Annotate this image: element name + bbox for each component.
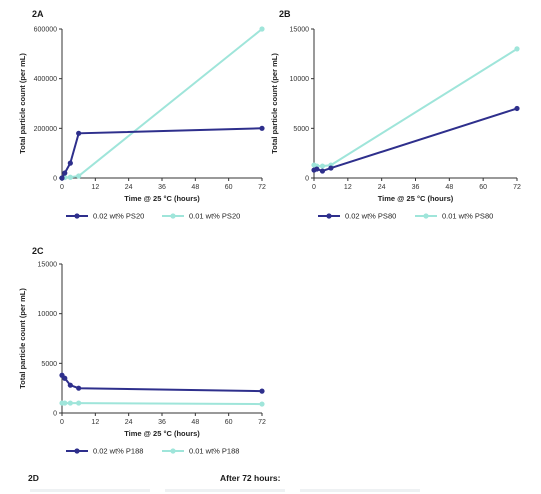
- data-point: [67, 160, 73, 166]
- data-point: [67, 174, 73, 180]
- data-point: [514, 46, 520, 52]
- x-tick-label: 0: [312, 184, 316, 191]
- data-point: [62, 375, 68, 381]
- x-tick-label: 0: [60, 419, 64, 426]
- legend-marker: [170, 213, 176, 219]
- data-point: [328, 165, 334, 171]
- panel-2d-image-stub: [30, 489, 150, 492]
- series-line: [313, 107, 518, 173]
- data-point: [259, 125, 265, 131]
- panel-label-2c: 2C: [32, 246, 44, 256]
- data-point: [67, 382, 73, 388]
- data-point: [76, 173, 82, 179]
- data-point: [59, 175, 65, 181]
- y-axis-label: Total particle count (per mL): [18, 53, 27, 154]
- x-tick-label: 12: [344, 184, 352, 191]
- series-line: [61, 28, 263, 179]
- legend-label: 0.02 wt% PS20: [93, 212, 144, 221]
- series-line: [61, 374, 263, 393]
- y-tick-label: 0: [305, 176, 309, 183]
- series-line: [62, 402, 263, 406]
- legend-label: 0.02 wt% P188: [93, 447, 143, 456]
- panel-label-2d: 2D: [28, 473, 39, 483]
- data-point: [314, 166, 320, 172]
- data-point: [259, 26, 265, 32]
- y-tick-label: 10000: [290, 76, 310, 83]
- y-axis-label: Total particle count (per mL): [270, 53, 279, 154]
- series-line: [61, 127, 263, 179]
- x-tick-label: 24: [125, 184, 133, 191]
- chart-2c: 0 5000 10000 15000 0 12 24 36 48 60 72 Time @ 25 °C…: [18, 262, 266, 456]
- after-72-hours-label: After 72 hours:: [220, 473, 281, 483]
- y-tick-label: 10000: [38, 311, 58, 318]
- y-tick-label: 15000: [290, 27, 310, 34]
- y-axis-label: Total particle count (per mL): [18, 288, 27, 389]
- y-tick-label: 600000: [34, 27, 57, 34]
- x-tick-label: 60: [225, 184, 233, 191]
- data-point: [259, 401, 265, 407]
- x-tick-label: 12: [91, 184, 99, 191]
- legend-marker: [74, 213, 80, 219]
- data-point: [259, 388, 265, 394]
- x-tick-label: 36: [158, 419, 166, 426]
- x-tick-label: 36: [412, 184, 420, 191]
- data-point: [319, 168, 326, 174]
- x-tick-label: 24: [125, 419, 133, 426]
- x-tick-label: 72: [513, 184, 521, 191]
- x-axis-label: Time @ 25 °C (hours): [124, 429, 200, 438]
- chart-2a: 0 200000 400000 600000 0 12 24 36 48 60 72 Time @ 2…: [18, 26, 266, 221]
- data-point: [76, 130, 82, 136]
- x-tick-label: 72: [258, 419, 266, 426]
- legend-label: 0.01 wt% PS80: [442, 212, 493, 221]
- panel-label-2b: 2B: [279, 9, 291, 19]
- y-tick-label: 0: [53, 411, 57, 418]
- x-tick-label: 48: [191, 184, 199, 191]
- x-axis-label: Time @ 25 °C (hours): [378, 194, 454, 203]
- x-tick-label: 60: [225, 419, 233, 426]
- data-point: [62, 170, 68, 176]
- legend-label: 0.02 wt% PS80: [345, 212, 396, 221]
- series-line: [313, 48, 518, 168]
- x-tick-label: 48: [191, 419, 199, 426]
- legend-marker: [326, 213, 332, 219]
- x-tick-label: 12: [91, 419, 99, 426]
- legend-marker: [423, 213, 429, 219]
- x-tick-label: 24: [378, 184, 386, 191]
- data-point: [76, 385, 82, 391]
- y-tick-label: 200000: [34, 126, 57, 133]
- legend-label: 0.01 wt% P188: [189, 447, 239, 456]
- panel-2d-image-stub: [300, 489, 420, 492]
- panel-label-2a: 2A: [32, 9, 44, 19]
- x-tick-label: 72: [258, 184, 266, 191]
- y-tick-label: 5000: [41, 361, 57, 368]
- x-axis-label: Time @ 25 °C (hours): [124, 194, 200, 203]
- y-tick-label: 0: [53, 176, 57, 183]
- data-point: [76, 400, 82, 406]
- y-tick-label: 400000: [34, 76, 57, 83]
- data-point: [67, 400, 73, 406]
- x-tick-label: 36: [158, 184, 166, 191]
- panel-2d-image-stub: [165, 489, 285, 492]
- legend-marker: [74, 448, 80, 454]
- legend-marker: [170, 448, 176, 454]
- chart-2b: 0 5000 10000 15000 0 12 24 36 48 60 72 Time @ 25 °C…: [270, 27, 521, 221]
- x-tick-label: 48: [445, 184, 453, 191]
- data-point: [62, 400, 68, 406]
- y-tick-label: 15000: [38, 262, 58, 269]
- legend-label: 0.01 wt% PS20: [189, 212, 240, 221]
- y-tick-label: 5000: [293, 126, 309, 133]
- data-point: [319, 163, 326, 169]
- x-tick-label: 60: [479, 184, 487, 191]
- x-tick-label: 0: [60, 184, 64, 191]
- data-point: [514, 105, 520, 112]
